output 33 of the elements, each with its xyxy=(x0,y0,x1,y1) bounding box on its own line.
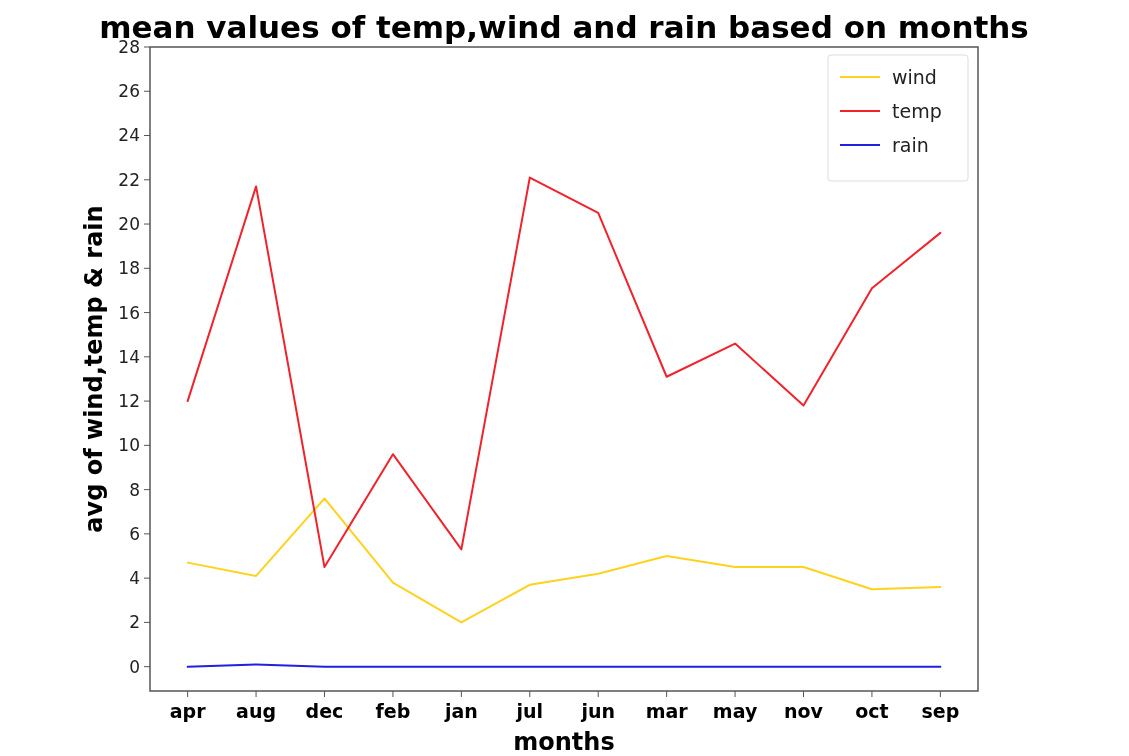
legend-label: temp xyxy=(892,99,942,122)
x-tick-label: may xyxy=(712,700,758,722)
x-tick-label: dec xyxy=(305,700,344,722)
y-tick-label: 6 xyxy=(129,523,140,544)
y-tick-label: 8 xyxy=(129,479,140,500)
y-tick-label: 10 xyxy=(118,435,140,456)
x-tick-label: sep xyxy=(921,700,960,722)
x-tick-label: aug xyxy=(236,700,277,722)
x-tick-label: oct xyxy=(855,700,889,722)
x-tick-label: jul xyxy=(515,700,544,722)
y-tick-label: 18 xyxy=(118,258,140,279)
y-tick-label: 2 xyxy=(129,612,140,633)
x-axis-title: months xyxy=(513,728,615,756)
x-tick-label: feb xyxy=(375,700,411,722)
y-tick-label: 22 xyxy=(118,169,140,190)
y-tick-label: 12 xyxy=(118,391,140,412)
legend-label: wind xyxy=(892,65,937,88)
legend-label: rain xyxy=(892,133,929,156)
x-tick-label: mar xyxy=(645,700,689,722)
x-tick-label: jun xyxy=(580,700,615,722)
line-series xyxy=(186,176,942,569)
y-tick-label: 14 xyxy=(118,346,140,367)
y-tick-label: 24 xyxy=(118,125,140,146)
x-tick-label: jan xyxy=(443,700,478,722)
x-tick-label: nov xyxy=(784,700,824,722)
y-tick-label: 20 xyxy=(118,213,140,234)
y-tick-label: 0 xyxy=(129,656,140,677)
y-tick-label: 16 xyxy=(118,302,140,323)
y-tick-label: 4 xyxy=(129,568,140,589)
y-axis-title: avg of wind,temp & rain xyxy=(80,205,108,533)
line-series xyxy=(186,497,942,624)
y-tick-label: 26 xyxy=(118,81,140,102)
x-tick-label: apr xyxy=(169,700,207,722)
